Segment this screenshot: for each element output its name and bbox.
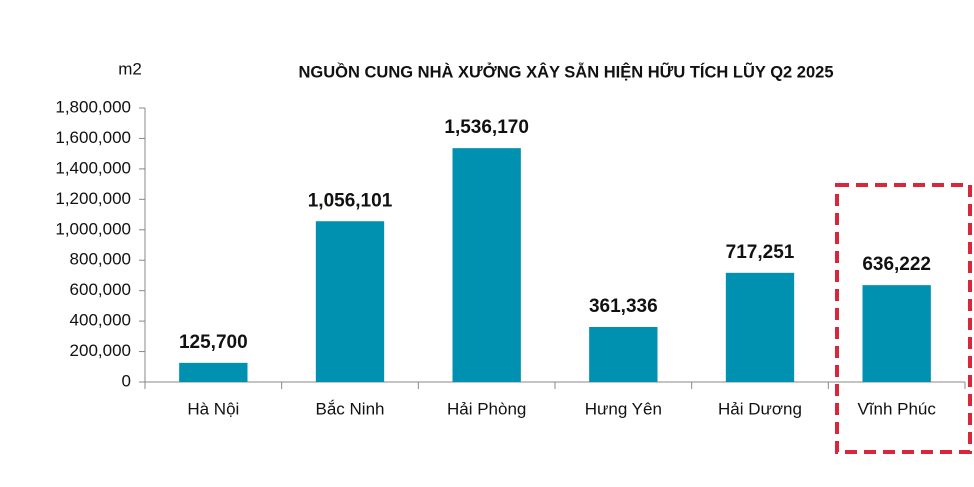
x-tick-label: Bắc Ninh [316, 399, 385, 418]
x-tick-label: Hưng Yên [585, 399, 662, 418]
y-tick-label: 800,000 [70, 250, 131, 269]
x-tick-label: Hải Phòng [447, 399, 526, 418]
value-label: 125,700 [179, 332, 248, 353]
bar [589, 326, 658, 382]
value-label: 636,222 [862, 254, 931, 275]
chart-title: NGUỒN CUNG NHÀ XƯỞNG XÂY SẴN HIỆN HỮU TÍ… [298, 61, 833, 81]
bar [725, 272, 795, 382]
bar [315, 221, 385, 382]
y-tick-label: 1,600,000 [55, 128, 131, 147]
bar [862, 285, 931, 382]
value-label: 717,251 [726, 242, 795, 263]
bar [452, 148, 521, 382]
y-tick-label: 400,000 [70, 311, 131, 330]
x-tick-label: Vĩnh Phúc [857, 399, 936, 418]
x-tick-label: Hải Dương [718, 399, 802, 418]
y-tick-label: 1,000,000 [55, 219, 131, 238]
y-tick-label: 200,000 [70, 341, 131, 360]
x-tick-label: Hà Nội [187, 399, 239, 418]
highlight-box [835, 183, 972, 454]
y-axis-unit: m2 [118, 59, 142, 78]
y-tick-label: 1,800,000 [55, 97, 131, 116]
value-label: 361,336 [589, 296, 658, 317]
value-label: 1,056,101 [308, 190, 393, 211]
bar [179, 362, 248, 382]
value-label: 1,536,170 [444, 117, 529, 138]
y-tick-label: 0 [122, 371, 131, 390]
y-tick-label: 1,200,000 [55, 189, 131, 208]
y-tick-label: 600,000 [70, 280, 131, 299]
y-tick-label: 1,400,000 [55, 158, 131, 177]
